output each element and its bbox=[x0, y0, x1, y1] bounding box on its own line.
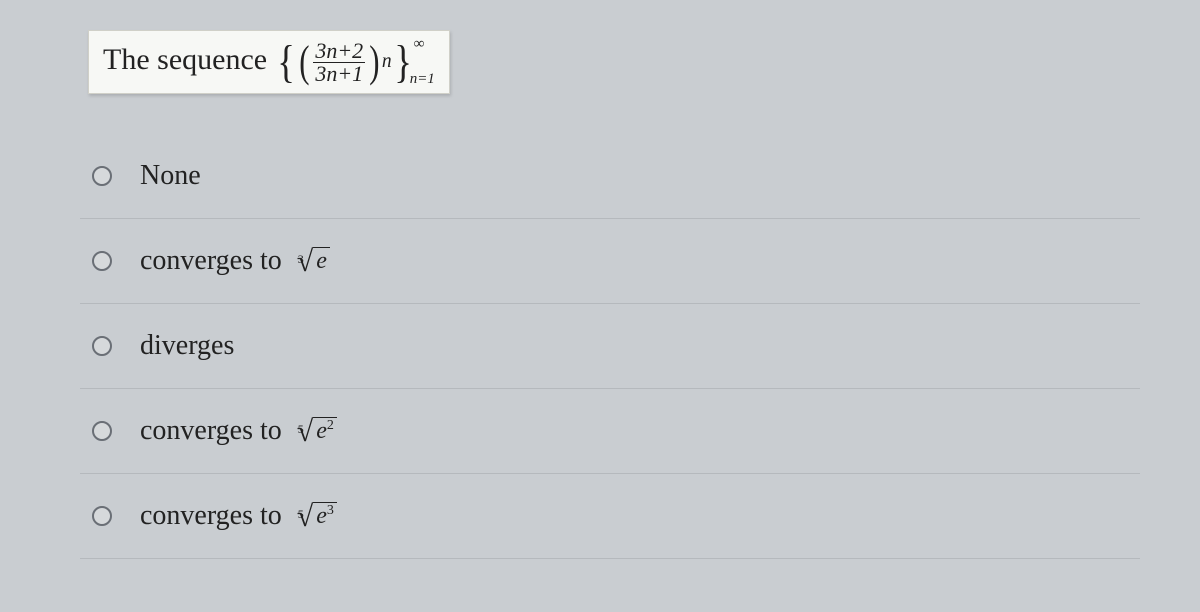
option-row[interactable]: converges to 5 √ e3 bbox=[80, 474, 1140, 559]
question-lead: The sequence bbox=[103, 43, 275, 76]
option-prefix: converges to bbox=[140, 415, 289, 446]
limit-bottom: n=1 bbox=[410, 72, 435, 87]
radio-icon[interactable] bbox=[92, 251, 112, 271]
option-prefix: converges to bbox=[140, 500, 289, 531]
fraction-denominator: 3n+1 bbox=[313, 63, 365, 85]
options-list: None converges to 3 √ e diverges converg… bbox=[80, 134, 1140, 559]
option-row[interactable]: converges to 5 √ e2 bbox=[80, 389, 1140, 474]
radicand: e2 bbox=[313, 417, 337, 445]
left-brace: { bbox=[277, 44, 295, 81]
root-index: 5 bbox=[298, 422, 304, 437]
radio-icon[interactable] bbox=[92, 421, 112, 441]
root-expression: 5 √ e3 bbox=[291, 502, 337, 532]
sequence-expression: { ( 3n+2 3n+1 ) n } ∞ n=1 bbox=[275, 37, 435, 87]
radio-icon[interactable] bbox=[92, 506, 112, 526]
option-text: diverges bbox=[140, 330, 234, 362]
radicand: e bbox=[313, 247, 330, 275]
radicand: e3 bbox=[313, 502, 337, 530]
option-text: converges to 5 √ e2 bbox=[140, 415, 337, 448]
radio-icon[interactable] bbox=[92, 336, 112, 356]
limit-top: ∞ bbox=[414, 37, 435, 52]
right-paren: ) bbox=[369, 44, 379, 79]
option-row[interactable]: diverges bbox=[80, 304, 1140, 389]
root-index: 3 bbox=[298, 252, 304, 267]
option-text: converges to 3 √ e bbox=[140, 245, 330, 278]
question-stem: The sequence { ( 3n+2 3n+1 ) n } ∞ n=1 bbox=[88, 30, 450, 94]
fraction-numerator: 3n+2 bbox=[313, 40, 365, 63]
question-page: The sequence { ( 3n+2 3n+1 ) n } ∞ n=1 N… bbox=[0, 0, 1200, 589]
option-row[interactable]: None bbox=[80, 134, 1140, 219]
root-expression: 5 √ e2 bbox=[291, 417, 337, 447]
radicand-exp: 2 bbox=[327, 418, 334, 433]
left-paren: ( bbox=[299, 44, 309, 79]
root-expression: 3 √ e bbox=[291, 247, 330, 277]
root-index: 5 bbox=[298, 507, 304, 522]
option-prefix: converges to bbox=[140, 245, 289, 276]
radicand-exp: 3 bbox=[327, 503, 334, 518]
fraction: 3n+2 3n+1 bbox=[313, 40, 365, 85]
radio-icon[interactable] bbox=[92, 166, 112, 186]
exponent: n bbox=[382, 51, 392, 73]
option-text: converges to 5 √ e3 bbox=[140, 500, 337, 533]
sequence-limits: ∞ n=1 bbox=[410, 37, 435, 87]
right-brace: } bbox=[394, 44, 412, 81]
option-text: None bbox=[140, 160, 201, 192]
option-row[interactable]: converges to 3 √ e bbox=[80, 219, 1140, 304]
